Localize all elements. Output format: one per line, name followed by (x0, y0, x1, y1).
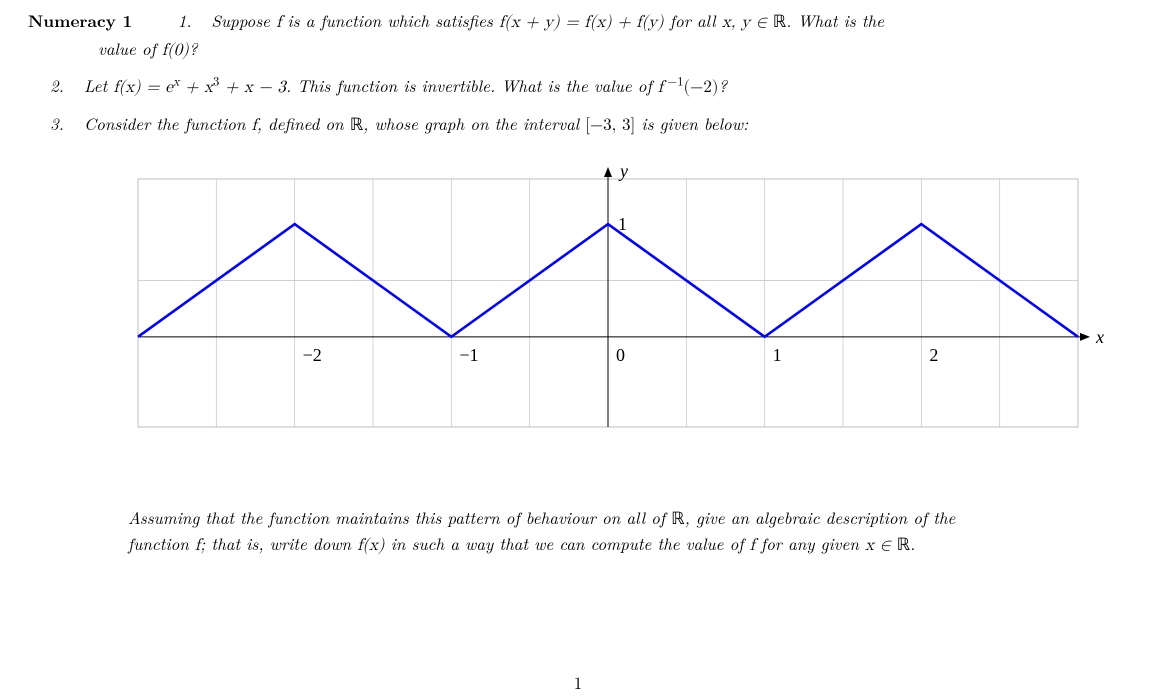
function-graph: −2 −1 0 1 2 1 x y (128, 167, 1108, 477)
q1-dom: x, y ∈ (722, 14, 773, 31)
svg-text:x: x (1095, 326, 1104, 346)
q3-text-c: , whose graph on the interval (363, 111, 585, 135)
q2-qmark: ? (718, 73, 727, 97)
q2-number: 2. (50, 73, 84, 101)
q1-reals: ℝ (773, 12, 786, 31)
q3-number: 3. (50, 111, 84, 139)
q1-eq: f(x + y) = f(x) + f(y) (499, 14, 664, 31)
svg-text:1: 1 (773, 344, 782, 364)
q1-text-d: . What is the (786, 8, 884, 32)
q1-text-b: is a function which satisfies (281, 8, 499, 32)
q1-number: 1. (178, 8, 192, 32)
q3-interval: [−3, 3] (585, 117, 635, 134)
q2-exp-x: x (173, 77, 180, 89)
q2-eq-m: + x (180, 79, 214, 96)
q2-text-b: . This function is invertible. What is t… (286, 73, 658, 97)
q1-text-a: Suppose (211, 8, 276, 32)
q3-followup: Assuming that the function maintains thi… (28, 505, 1128, 559)
q3-text-b: , defined on (257, 111, 350, 135)
q1-qmark: ? (189, 36, 198, 60)
q3-reals: ℝ (350, 115, 363, 134)
svg-text:2: 2 (929, 344, 938, 364)
header-label: Numeracy 1 (28, 9, 132, 33)
post-line2-c: in such a way that we can compute the va… (385, 531, 750, 555)
post-line2-e: . (910, 531, 915, 555)
q2-eq-l: f(x) = e (113, 79, 172, 96)
q2-block: 2. Let f(x) = ex + x3 + x − 3. This func… (28, 73, 1128, 101)
post-reals: ℝ (671, 509, 684, 528)
svg-text:−2: −2 (303, 344, 322, 364)
post-reals-2: ℝ (897, 535, 910, 554)
q1-line2: value of (98, 36, 162, 60)
post-line2-d: for any given (755, 531, 865, 555)
q2-finv-sup: −1 (663, 72, 684, 90)
svg-text:1: 1 (618, 214, 627, 234)
q1-f0: f(0) (162, 42, 189, 59)
svg-text:−1: −1 (459, 344, 478, 364)
post-line2-a: function (128, 531, 195, 555)
q3-text-d: is given below: (635, 111, 748, 135)
post-fx: f(x) (357, 537, 384, 554)
svg-text:y: y (618, 167, 628, 181)
q2-text-a: Let (84, 73, 113, 97)
post-line2-b: ; that is, write down (200, 531, 357, 555)
graph-container: −2 −1 0 1 2 1 x y (128, 167, 1128, 477)
q1-text-c: for all (664, 8, 722, 32)
post-line1-a: Assuming that the function maintains thi… (128, 505, 671, 529)
page-number: 1 (0, 670, 1156, 694)
post-line1-b: , give an algebraic description of the (685, 505, 956, 529)
q2-finv-arg: (−2) (684, 79, 719, 96)
q2-eq-r: + x − 3 (219, 79, 286, 96)
q3-text-a: Consider the function (84, 111, 252, 135)
q1-block: Numeracy 1 1. Suppose f is a function wh… (28, 8, 1128, 63)
q2-body: Let f(x) = ex + x3 + x − 3. This functio… (84, 73, 1128, 101)
q3-block: 3. Consider the function f, defined on ℝ… (28, 111, 1128, 139)
page-root: Numeracy 1 1. Suppose f is a function wh… (0, 0, 1156, 559)
post-xin: x ∈ (865, 537, 897, 554)
q3-body: Consider the function f, defined on ℝ, w… (84, 111, 1128, 139)
svg-text:0: 0 (616, 344, 625, 364)
